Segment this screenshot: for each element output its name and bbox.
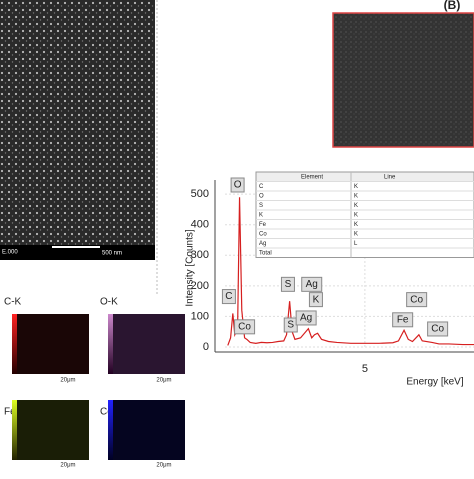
table-cell: Total xyxy=(259,250,272,256)
color-bar xyxy=(12,314,17,374)
peak-label: Co xyxy=(431,324,444,335)
table-cell: K xyxy=(354,212,358,218)
peak-label: S xyxy=(287,320,294,331)
y-tick-label: 400 xyxy=(191,219,209,231)
y-tick-label: 300 xyxy=(191,249,209,261)
peak-label: Co xyxy=(410,294,423,305)
table-cell: K xyxy=(354,231,358,237)
color-bar xyxy=(12,400,17,460)
peak-label: S xyxy=(285,279,292,290)
peak-label-box xyxy=(230,177,245,193)
panel-label: (B) xyxy=(444,0,461,12)
map-scale: 20μm xyxy=(156,463,171,469)
map-scale: 20μm xyxy=(60,378,75,384)
peak-label: Fe xyxy=(397,314,409,325)
table-cell: K xyxy=(354,193,358,199)
map-scale: 20μm xyxy=(156,378,171,384)
table-cell: K xyxy=(354,222,358,228)
table-cell: S xyxy=(259,203,263,209)
x-axis-label: Energy [keV] xyxy=(406,377,463,388)
peak-label-box xyxy=(406,292,428,308)
peak-label: K xyxy=(313,294,320,305)
table-cell: C xyxy=(259,184,264,190)
map-image xyxy=(113,400,185,460)
peak-label-box xyxy=(295,310,317,326)
peak-label: Co xyxy=(238,321,251,332)
peak-label: O xyxy=(234,180,242,191)
table-frame xyxy=(255,171,474,258)
sem-info-bar xyxy=(0,245,155,260)
peak-label-box xyxy=(392,312,414,328)
sem-image xyxy=(0,0,155,245)
table-header: Element xyxy=(301,174,323,180)
scale-bar xyxy=(52,246,100,248)
table-cell: K xyxy=(354,184,358,190)
map-label: O-K xyxy=(100,297,118,308)
map-image xyxy=(113,314,185,374)
peak-label-box xyxy=(280,276,295,292)
map-image xyxy=(17,314,89,374)
peak-label-box xyxy=(221,289,236,305)
peak-label-box xyxy=(427,321,449,337)
y-tick-label: 500 xyxy=(191,188,209,200)
peak-label-box xyxy=(234,319,256,335)
color-bar xyxy=(108,314,113,374)
table-header-bg xyxy=(255,171,474,182)
peak-label: C xyxy=(225,291,232,302)
y-tick-label: 200 xyxy=(191,280,209,292)
table-cell: Ag xyxy=(259,241,266,247)
map-label: C-K xyxy=(4,297,22,308)
sem-image-b xyxy=(332,12,474,148)
color-bar xyxy=(108,400,113,460)
table-cell: K xyxy=(259,212,263,218)
peak-label: Ag xyxy=(306,279,318,290)
map-image xyxy=(17,400,89,460)
table-cell: Fe xyxy=(259,222,267,228)
table-cell: Co xyxy=(259,231,267,237)
sem-scale: 500 nm xyxy=(102,251,122,257)
table-cell: K xyxy=(354,203,358,209)
spectrum-line xyxy=(227,197,474,346)
y-tick-label: 0 xyxy=(203,341,209,353)
sem-info: E.000 xyxy=(2,250,18,256)
peak-label-box xyxy=(301,276,323,292)
x-tick-label: 5 xyxy=(362,363,368,375)
y-axis-label: Intensity [Counts] xyxy=(185,229,196,306)
table-cell: L xyxy=(354,241,358,247)
peak-label-box xyxy=(308,292,323,308)
y-tick-label: 100 xyxy=(191,310,209,322)
table-cell: O xyxy=(259,193,264,199)
map-scale: 20μm xyxy=(60,463,75,469)
peak-label: Ag xyxy=(300,313,312,324)
table-header: Line xyxy=(384,174,396,180)
